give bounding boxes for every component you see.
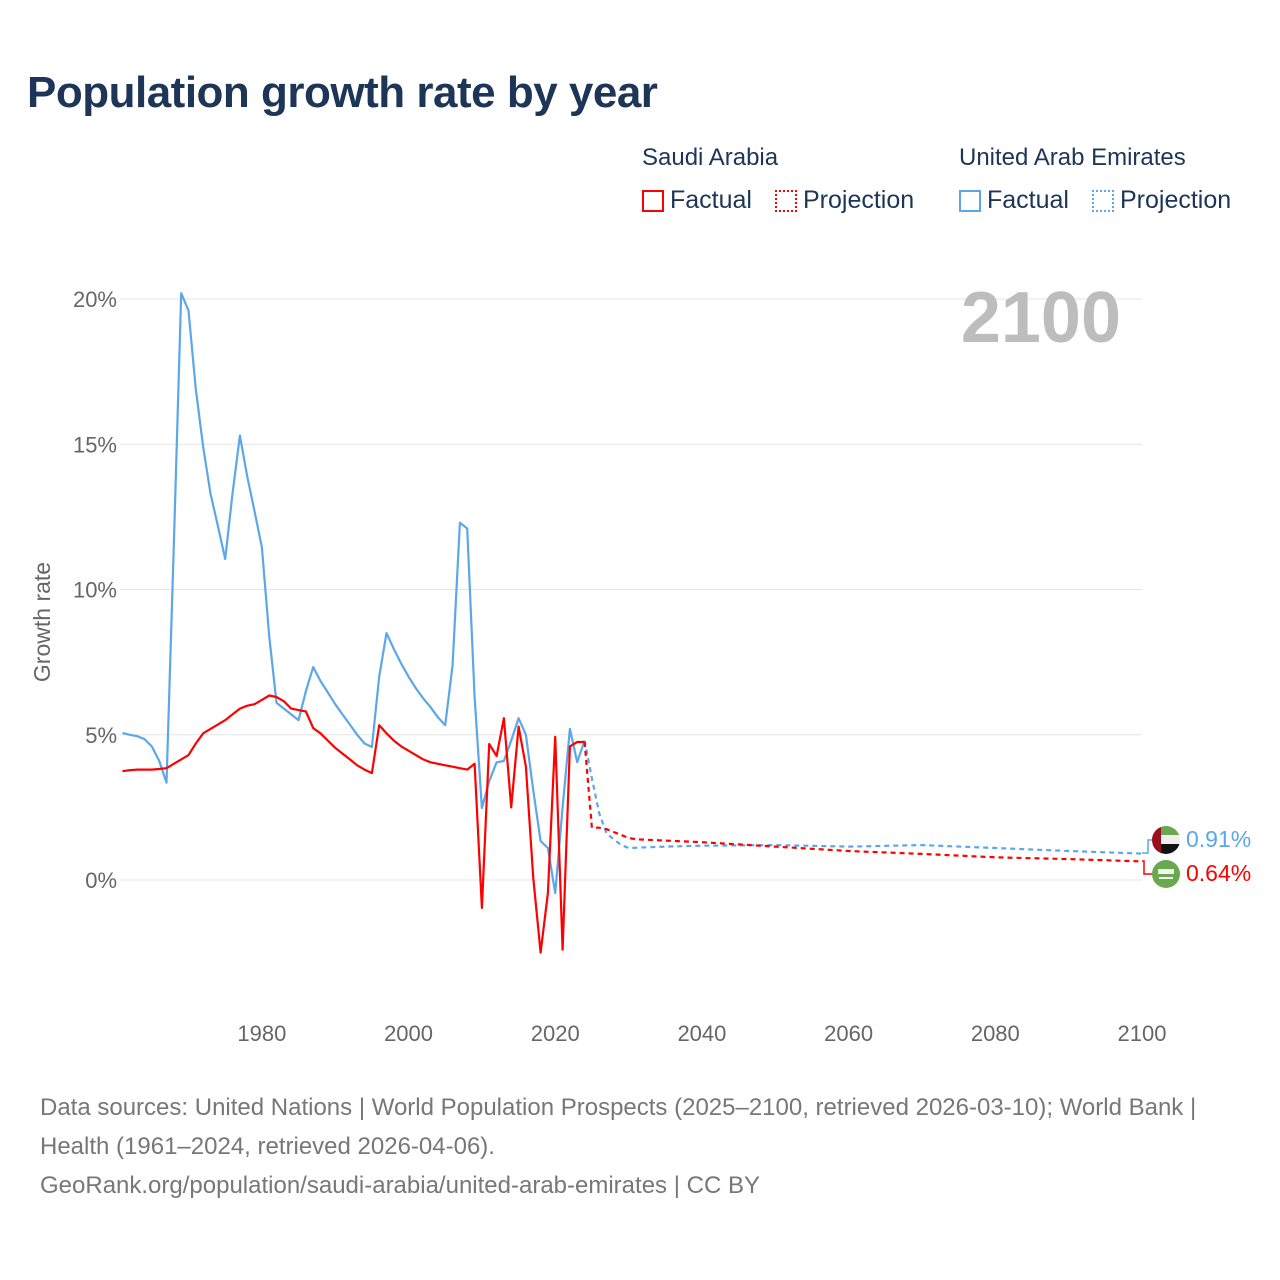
saudi-end-value: 0.64% [1186, 860, 1251, 886]
y-tick-label: 5% [85, 723, 117, 748]
legend-uae-factual[interactable]: Factual [959, 186, 1069, 215]
legend-swatch-dotted [775, 189, 797, 212]
x-tick-label: 2060 [824, 1021, 873, 1046]
uae-connector [1142, 839, 1152, 854]
legend-group-saudi-arabia: Saudi Arabia [642, 144, 779, 171]
saudi-connector [1142, 860, 1152, 875]
legend-label: Projection [803, 186, 915, 214]
uae-flag-icon [1152, 826, 1180, 854]
x-tick-label: 2020 [531, 1021, 580, 1046]
source-link[interactable]: GeoRank.org/population/saudi-arabia/unit… [40, 1172, 760, 1199]
y-tick-label: 15% [73, 432, 117, 457]
y-tick-label: 10% [73, 578, 117, 603]
uae-end-value: 0.91% [1186, 826, 1251, 852]
y-tick-label: 20% [73, 287, 117, 312]
page-title: Population growth rate by year [27, 68, 658, 117]
x-tick-label: 2040 [677, 1021, 726, 1046]
x-tick-label: 1980 [237, 1021, 286, 1046]
legend-uae-projection[interactable]: Projection [1092, 186, 1231, 215]
legend-label: Projection [1120, 186, 1232, 214]
legend-saudi-projection[interactable]: Projection [775, 186, 914, 215]
legend-saudi-factual[interactable]: Factual [642, 186, 752, 215]
year-watermark: 2100 [961, 278, 1121, 358]
legend-label: Factual [670, 186, 752, 214]
footer: Data sources: United Nations | World Pop… [40, 1088, 1240, 1205]
data-sources: Data sources: United Nations | World Pop… [40, 1094, 1197, 1160]
x-tick-label: 2080 [971, 1021, 1020, 1046]
x-tick-label: 2100 [1118, 1021, 1167, 1046]
series-line-united-arab-emirates-projection [583, 740, 1143, 855]
saudi-flag-icon [1152, 860, 1180, 888]
legend-label: Factual [987, 186, 1069, 214]
x-tick-label: 2000 [384, 1021, 433, 1046]
series-line-united-arab-emirates-factual [122, 292, 586, 895]
legend-swatch-solid [642, 189, 664, 212]
y-axis-label: Growth rate [29, 562, 55, 682]
legend-swatch-solid [959, 189, 981, 212]
series-line-saudi-arabia-factual [122, 694, 585, 954]
legend-group-uae: United Arab Emirates [959, 144, 1186, 171]
y-tick-label: 0% [85, 868, 117, 893]
series-line-saudi-arabia-projection [583, 741, 1143, 863]
legend-swatch-dotted [1092, 189, 1114, 212]
end-markers: 0.91% 0.64% [1142, 826, 1251, 888]
